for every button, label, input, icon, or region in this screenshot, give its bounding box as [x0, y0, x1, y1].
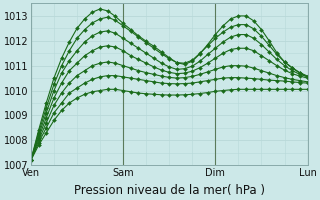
X-axis label: Pression niveau de la mer( hPa ): Pression niveau de la mer( hPa ): [74, 184, 265, 197]
